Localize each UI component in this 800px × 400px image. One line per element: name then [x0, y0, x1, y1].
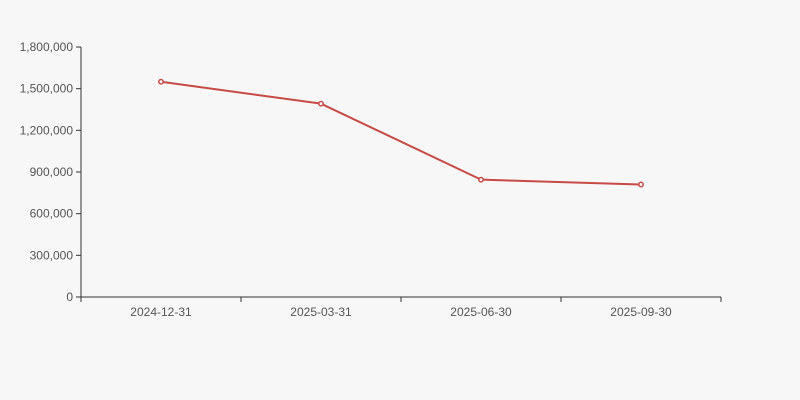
y-axis-tick-label: 1,500,000	[20, 82, 74, 96]
data-point-marker[interactable]	[318, 100, 324, 107]
y-axis-tick-label: 1,800,000	[20, 40, 74, 54]
x-axis-tick-label: 2025-03-31	[290, 305, 352, 319]
x-axis-tick-label: 2025-06-30	[450, 305, 512, 319]
data-point-marker[interactable]	[158, 78, 164, 85]
series-line	[160, 80, 642, 186]
y-axis-tick-label: 600,000	[30, 207, 74, 221]
y-axis-tick-label: 0	[66, 290, 73, 304]
x-axis-tick-label: 2025-09-30	[610, 305, 672, 319]
y-axis-tick-label: 300,000	[30, 248, 74, 262]
x-axis-tick-label: 2024-12-31	[130, 305, 192, 319]
y-axis-tick-label: 1,200,000	[20, 123, 74, 137]
data-point-marker[interactable]	[638, 181, 644, 188]
y-axis-tick-label: 900,000	[30, 165, 74, 179]
data-point-marker[interactable]	[478, 176, 484, 183]
